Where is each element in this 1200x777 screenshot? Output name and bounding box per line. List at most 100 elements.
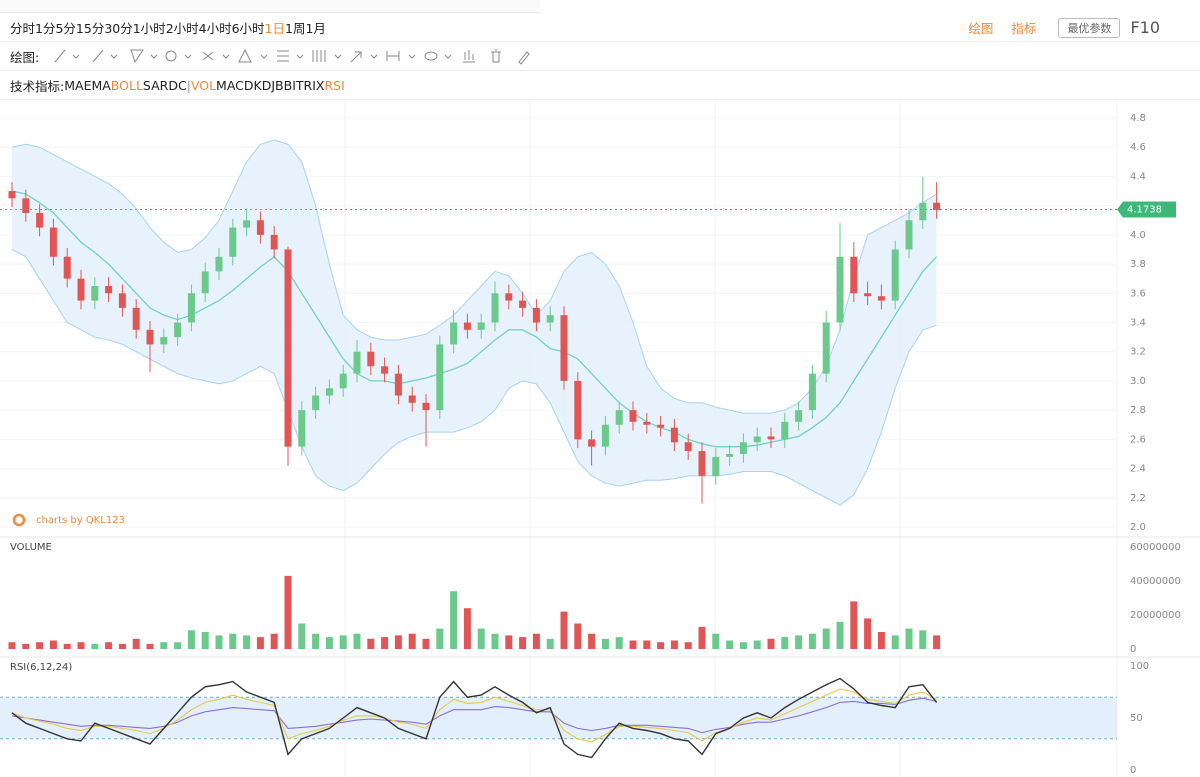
candle-body	[146, 329, 154, 345]
y-tick-label: 2.6	[1130, 434, 1146, 445]
period-button[interactable]: 分时	[10, 20, 36, 36]
candle-body	[118, 293, 126, 308]
candle-body	[105, 285, 113, 294]
drawing-bar: 绘图:	[0, 42, 1200, 71]
volume-bar	[684, 642, 692, 649]
candle-body	[215, 256, 223, 272]
candle-body	[808, 373, 816, 411]
candle-body	[339, 373, 347, 389]
volume-bar	[836, 621, 844, 649]
candle-body	[394, 373, 402, 396]
y-tick-label: 60000000	[1130, 542, 1181, 553]
last-price-tag	[1117, 201, 1176, 218]
candle-body	[284, 249, 292, 447]
volume-bar	[643, 640, 651, 649]
rsi-line	[11, 688, 937, 743]
candle-body	[836, 256, 844, 323]
period-button[interactable]: 1日	[264, 20, 285, 36]
period-button[interactable]: 1周	[285, 20, 306, 36]
candle-body	[422, 402, 430, 411]
volume-bar	[436, 628, 444, 649]
candle-body	[601, 424, 609, 447]
volume-bar	[739, 642, 747, 649]
indicator-button[interactable]: BOLL	[110, 77, 143, 93]
candle-body	[312, 395, 320, 411]
period-button[interactable]: 6小时	[231, 20, 265, 36]
y-tick-label: 4.6	[1130, 142, 1146, 153]
bollinger-upper	[11, 139, 937, 414]
candle-body	[201, 271, 209, 294]
candle-body	[132, 307, 140, 330]
candle-body	[174, 322, 182, 338]
period-button[interactable]: 1小时	[132, 20, 166, 36]
volume-bar	[698, 626, 706, 649]
candle-body	[270, 234, 278, 250]
candle-body	[408, 395, 416, 403]
bollinger-lower	[11, 249, 937, 506]
optimize-button[interactable]: 最优参数	[1058, 17, 1121, 38]
volume-bar	[753, 640, 761, 649]
indicator-button[interactable]: RSI	[324, 77, 345, 93]
candle-body	[891, 249, 899, 301]
period-button[interactable]: 1月	[305, 20, 326, 36]
candle-body	[905, 220, 913, 250]
volume-bar	[270, 633, 278, 649]
y-tick-label: 3.0	[1130, 376, 1146, 387]
indicator-button[interactable]: MA	[64, 77, 84, 93]
indicator-bar: 技术指标: MA EMA BOLL SAR DC | VOL MACD KDJ BBI TRIX RS…	[0, 71, 1200, 100]
volume-bar	[532, 633, 540, 649]
y-tick-label: 100	[1130, 661, 1149, 672]
period-button[interactable]: 15分	[75, 20, 105, 36]
period-button[interactable]: 30分	[104, 20, 133, 36]
indicator-button[interactable]: DC	[168, 77, 187, 93]
candle-body	[643, 421, 651, 425]
candle-body	[670, 427, 678, 443]
volume-bar	[36, 642, 44, 649]
drawing-tools[interactable]	[51, 46, 611, 66]
y-tick-label: 4.0	[1130, 230, 1146, 241]
candle-body	[298, 410, 306, 447]
candle-body	[243, 220, 251, 228]
indicator-button[interactable]: SAR	[142, 77, 169, 93]
candle-body	[36, 212, 44, 228]
candle-body	[491, 293, 499, 323]
period-button[interactable]: 1分	[35, 20, 56, 36]
action-button[interactable]: 绘图	[968, 21, 994, 36]
y-tick-label: 3.8	[1130, 259, 1146, 270]
period-bar: 分时 1分 5分 15分 30分 1小时 2小时 4小时 6小时 1日 1周 1月 绘图 指标 最优参数 F1…	[0, 13, 1200, 42]
volume-bar	[77, 642, 85, 649]
candle-body	[767, 436, 775, 440]
volume-bar	[629, 640, 637, 649]
candle-body	[588, 439, 596, 447]
candle-body	[256, 220, 264, 235]
volume-bar	[312, 633, 320, 649]
indicator-button[interactable]: KDJ	[253, 77, 276, 93]
indicator-button[interactable]: TRIX	[295, 77, 325, 93]
volume-bar	[905, 628, 913, 649]
candle-body	[657, 424, 665, 428]
action-button[interactable]: 指标	[1011, 21, 1037, 36]
volume-bar	[877, 632, 885, 649]
tab-strip	[0, 0, 540, 13]
indicator-button[interactable]: EMA	[83, 77, 111, 93]
volume-bar	[726, 640, 734, 649]
period-bar-actions: 绘图 指标 最优参数 F10	[950, 13, 1200, 42]
volume-bar	[933, 635, 941, 649]
volume-bar	[477, 628, 485, 649]
period-button[interactable]: 4小时	[198, 20, 232, 36]
f10-button[interactable]: F10	[1130, 18, 1160, 37]
candle-body	[546, 315, 554, 323]
indicator-button[interactable]: MACD	[216, 77, 254, 93]
volume-bar	[325, 637, 333, 649]
indicator-button[interactable]: VOL	[190, 77, 217, 93]
y-tick-label: 2.4	[1130, 464, 1146, 475]
candle-body	[450, 322, 458, 345]
indicator-button[interactable]: BBI	[275, 77, 296, 93]
candle-body	[560, 315, 568, 381]
y-tick-label: 40000000	[1130, 576, 1181, 587]
candle-body	[753, 436, 761, 443]
period-button[interactable]: 5分	[55, 20, 76, 36]
candle-body	[795, 410, 803, 422]
candle-body	[49, 227, 57, 257]
period-button[interactable]: 2小时	[165, 20, 199, 36]
